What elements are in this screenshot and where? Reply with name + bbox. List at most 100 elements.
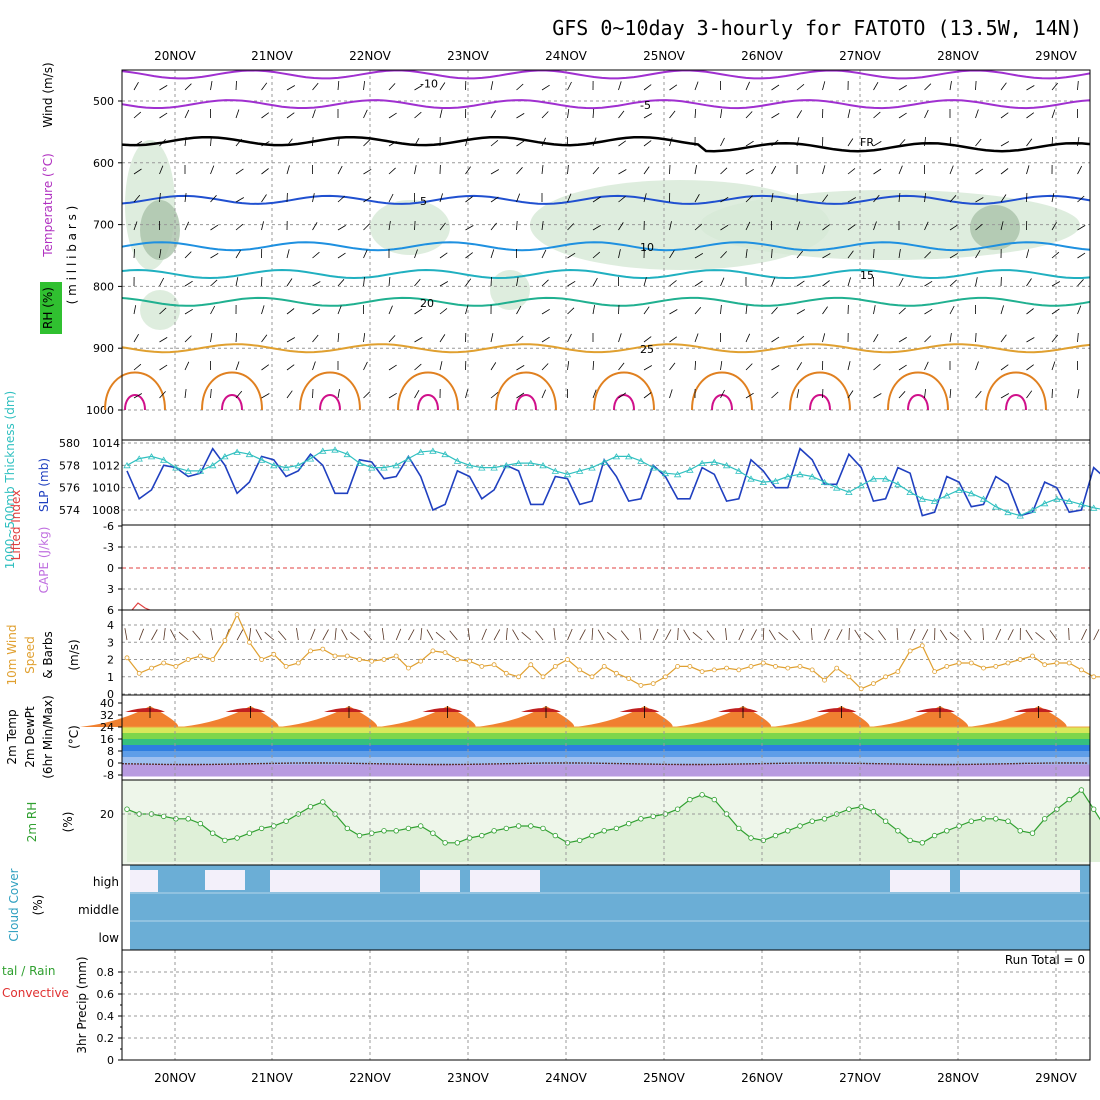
rh2m-point: [1041, 816, 1048, 822]
rh2m-point: [577, 837, 583, 844]
wind-barb: [516, 392, 525, 399]
wind-barb: [1026, 364, 1034, 371]
thickness-marker: [624, 453, 633, 460]
slp-line: [126, 447, 1100, 517]
rh2m-point: [320, 799, 326, 805]
wind-barb: [898, 85, 907, 91]
thickness-marker: [955, 486, 963, 493]
temp-hump-peak: [718, 708, 758, 712]
ylabel-convective: Convective: [2, 986, 69, 1000]
wind-barb: [1000, 141, 1009, 147]
wind10-point: [528, 662, 534, 668]
wind-barb: [184, 361, 190, 371]
wind-barb: [873, 393, 882, 399]
wind10-point: [932, 669, 937, 674]
wind10-point: [1030, 653, 1035, 659]
wind-barb: [975, 277, 978, 287]
wind-barb: [541, 249, 547, 259]
rh2m-point: [968, 818, 974, 824]
ylabel-lifted-index: Lifted Index: [9, 490, 23, 561]
date-label-top: 29NOV: [1035, 49, 1077, 63]
wind10-barb: [863, 631, 874, 641]
wind10-barb: [683, 629, 691, 641]
date-label-bottom: 25NOV: [643, 1071, 685, 1085]
wind10-barb: [512, 629, 519, 641]
wind-barb: [822, 165, 826, 175]
thickness-marker: [147, 453, 156, 460]
wind-barb: [516, 167, 523, 175]
wind-barb: [771, 248, 773, 259]
wind-barb: [694, 223, 703, 231]
date-label-bottom: 21NOV: [251, 1071, 293, 1085]
wind10-point: [675, 664, 680, 669]
wind-barb: [771, 391, 779, 399]
temp-band: [122, 727, 1090, 733]
wind-barb: [210, 224, 219, 231]
rh2m-point: [246, 830, 253, 836]
rh2m-point: [381, 828, 387, 834]
ytick-label-thickness: 578: [59, 459, 80, 472]
wind-barb: [261, 82, 268, 91]
wind10-barb: [665, 629, 672, 641]
wind-barb: [159, 192, 161, 203]
wind10-barb: [607, 631, 617, 641]
wind-barb: [312, 308, 321, 315]
wind-barb: [312, 361, 316, 371]
wind10-barb: [652, 628, 659, 641]
thickness-line: [126, 449, 1100, 517]
ylabel-10m-wind: 10m Wind: [5, 625, 19, 686]
wind10-point: [809, 667, 815, 673]
wind-barb: [745, 363, 753, 371]
wind-barb: [235, 277, 239, 287]
wind-barb: [414, 138, 420, 147]
wind-barb: [847, 250, 854, 259]
wind-barb: [159, 307, 167, 315]
wind10-point: [1066, 660, 1072, 666]
wind-barb: [363, 333, 366, 343]
wind-barb: [210, 388, 212, 399]
rh-shading: [140, 290, 180, 330]
wind-barb: [567, 280, 576, 287]
wind-barb: [796, 221, 801, 231]
wind10-point: [858, 686, 864, 692]
wind-barb: [898, 391, 906, 399]
wind-barb: [235, 390, 243, 399]
wind-barb: [1051, 388, 1053, 399]
thickness-marker: [575, 467, 584, 474]
wind-barb: [541, 84, 550, 91]
wind-barb: [847, 277, 851, 287]
thickness-marker: [294, 462, 303, 469]
wind-barb: [567, 252, 576, 259]
wind-barb: [618, 392, 627, 399]
wind-barb: [490, 333, 494, 343]
wind-barb: [414, 220, 416, 231]
rh2m-point: [271, 823, 277, 829]
ylabel-cloud-cover: Cloud Cover: [7, 868, 21, 941]
wind-barb: [414, 165, 417, 175]
wind-barb: [388, 335, 396, 343]
rh2m-point: [956, 823, 962, 829]
wind-barb: [873, 333, 879, 343]
temp-contour: [121, 135, 1091, 153]
temp-hump-peak: [422, 708, 463, 712]
wind-barb: [618, 110, 625, 119]
ytick-label-mb: 900: [93, 342, 114, 355]
rh2m-point: [1078, 787, 1085, 793]
wind-barb: [822, 224, 830, 231]
wind-barb: [184, 83, 192, 91]
temp-hump: [80, 706, 179, 727]
rh2m-point: [846, 806, 852, 812]
ytick-label-slp: 1008: [92, 504, 120, 517]
rh2m-point: [1066, 796, 1072, 803]
wind10-point: [846, 674, 852, 680]
thickness-marker: [637, 457, 645, 464]
cloud-gap: [130, 870, 158, 892]
wind-barb: [618, 304, 620, 315]
ylabel-rh2m-unit: (%): [61, 812, 75, 833]
wind-barb: [337, 225, 346, 231]
wind-barb: [516, 140, 525, 147]
wind-barb: [337, 305, 342, 315]
wind-barb: [975, 168, 984, 175]
thickness-marker: [465, 462, 474, 469]
wind10-barb: [768, 629, 776, 641]
